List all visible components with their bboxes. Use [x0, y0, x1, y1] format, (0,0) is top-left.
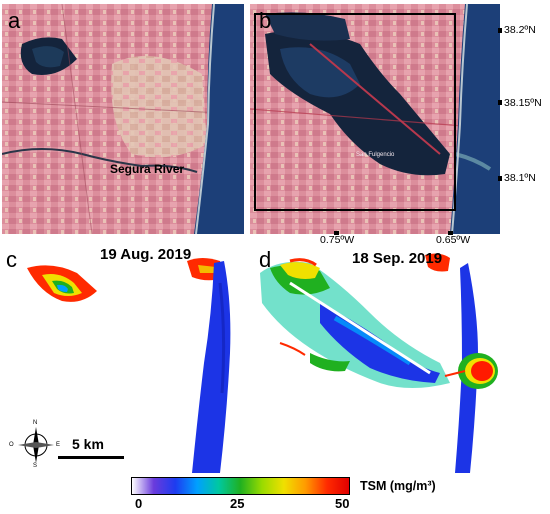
latitude-label-38-15: 38.15ºN	[504, 97, 542, 109]
panel-a-satellite-image	[2, 4, 244, 234]
colorbar	[131, 477, 350, 495]
latitude-label-38-1: 38.1ºN	[504, 172, 536, 184]
lat-tick-2	[498, 100, 502, 105]
compass-letter-e: E	[56, 442, 61, 448]
lat-tick-3	[498, 176, 502, 181]
satellite-image-b	[250, 4, 500, 234]
lon-tick-1	[334, 231, 339, 235]
tsm-map-d	[250, 243, 498, 473]
panel-b-satellite-image	[250, 4, 500, 234]
panel-c-date: 19 Aug. 2019	[100, 246, 192, 263]
panel-d-tsm-map	[250, 243, 498, 473]
panel-c-tsm-map	[2, 243, 242, 473]
latitude-label-38-2: 38.2ºN	[504, 24, 536, 36]
compass-letter-n: N	[33, 420, 38, 426]
scale-bar	[58, 456, 124, 459]
colorbar-tick-0: 0	[135, 496, 143, 511]
colorbar-tick-25: 25	[230, 496, 245, 511]
compass-letter-s: S	[33, 463, 38, 469]
colorbar-title: TSM (mg/m³)	[360, 479, 436, 493]
panel-d-letter: d	[259, 247, 272, 272]
tsm-map-c	[2, 243, 242, 473]
panel-d-date: 18 Sep. 2019	[352, 250, 443, 267]
scale-bar-label: 5 km	[72, 436, 104, 452]
colorbar-tick-50: 50	[335, 496, 350, 511]
place-label-san-fulgencio: San Fulgencio	[356, 152, 395, 158]
panel-b-letter: b	[259, 8, 272, 33]
satellite-image-a	[2, 4, 244, 234]
lat-tick-1	[498, 28, 502, 33]
compass-rose-icon	[14, 423, 58, 467]
river-label: Segura River	[110, 162, 185, 176]
panel-c-letter: c	[6, 247, 17, 272]
lon-tick-2	[448, 231, 453, 235]
compass-letter-o: O	[9, 442, 14, 448]
colorbar-gradient	[132, 478, 349, 494]
panel-a-letter: a	[8, 8, 21, 33]
